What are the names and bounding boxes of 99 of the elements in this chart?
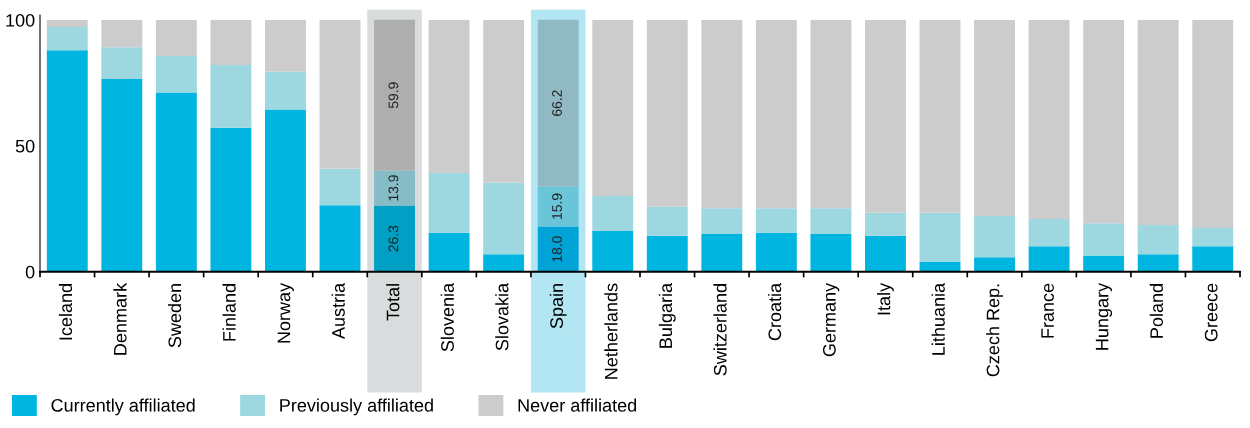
bar bbox=[974, 20, 1015, 216]
data-label: 59.9 bbox=[388, 82, 399, 109]
bar bbox=[810, 208, 852, 235]
x-tick-label: Hungary bbox=[1095, 282, 1113, 350]
bar bbox=[537, 19, 579, 187]
data-label: 26.3 bbox=[388, 225, 399, 252]
bar bbox=[919, 20, 961, 213]
bar bbox=[428, 173, 470, 233]
bar bbox=[210, 20, 252, 66]
legend-label: Currently affiliated bbox=[51, 398, 195, 416]
x-tick-label: Netherlands bbox=[604, 283, 618, 379]
legend-label: Previously affiliated bbox=[280, 398, 433, 416]
bar bbox=[46, 20, 88, 28]
bar bbox=[101, 47, 143, 79]
bar bbox=[537, 186, 579, 227]
x-tick-label: Spain bbox=[549, 284, 567, 329]
x-tick-label: Slovenia bbox=[440, 282, 454, 352]
bar bbox=[592, 230, 634, 272]
bar bbox=[1028, 20, 1070, 219]
bar bbox=[483, 20, 525, 183]
x-tick-label: Total bbox=[386, 284, 400, 321]
bar bbox=[1083, 20, 1125, 224]
bar bbox=[210, 65, 252, 128]
bar bbox=[592, 196, 634, 231]
bar bbox=[1192, 227, 1234, 247]
bar bbox=[537, 226, 579, 272]
bar bbox=[155, 56, 197, 93]
x-tick-label: France bbox=[1041, 283, 1054, 338]
bar bbox=[755, 20, 797, 209]
bar bbox=[919, 212, 961, 262]
data-label: 66.2 bbox=[552, 90, 562, 116]
x-tick-label: Denmark bbox=[113, 282, 127, 355]
data-label: 15.9 bbox=[552, 193, 562, 219]
bar bbox=[701, 234, 743, 272]
bar bbox=[755, 208, 797, 233]
x-tick-label: Austria bbox=[331, 282, 345, 340]
bar bbox=[974, 257, 1015, 272]
bar bbox=[810, 234, 852, 272]
bar bbox=[1028, 246, 1070, 272]
x-tick-label: Bulgaria bbox=[658, 282, 676, 348]
x-tick-label: Czech Rep. bbox=[986, 284, 1003, 377]
bar bbox=[210, 127, 252, 272]
bar bbox=[701, 20, 743, 209]
bar bbox=[646, 20, 688, 207]
bar bbox=[428, 232, 470, 272]
x-tick-label: Lithuania bbox=[931, 282, 945, 355]
bar bbox=[701, 208, 743, 235]
bar bbox=[428, 20, 470, 174]
bar bbox=[810, 20, 852, 209]
bar bbox=[646, 235, 688, 272]
legend-label: Never affiliated bbox=[518, 398, 637, 412]
bar bbox=[46, 50, 88, 272]
bar bbox=[865, 212, 906, 236]
bar bbox=[1192, 246, 1234, 272]
y-tick-label: 50 bbox=[15, 139, 35, 153]
x-tick-label: Switzerland bbox=[713, 284, 727, 376]
bar bbox=[865, 20, 906, 213]
bar bbox=[374, 19, 415, 171]
bar bbox=[265, 20, 306, 72]
bar bbox=[646, 206, 688, 236]
bar bbox=[155, 20, 197, 57]
data-label: 18.0 bbox=[552, 236, 562, 262]
bar bbox=[155, 92, 197, 272]
bar bbox=[1083, 255, 1125, 272]
bar bbox=[374, 170, 415, 206]
x-tick-label: Italy bbox=[877, 282, 894, 315]
x-tick-label: Finland bbox=[222, 284, 236, 341]
bar bbox=[1137, 254, 1179, 272]
bar bbox=[1083, 223, 1125, 256]
bar bbox=[483, 254, 525, 272]
x-tick-label: Poland bbox=[1149, 284, 1164, 338]
x-tick-label: Slovakia bbox=[495, 282, 509, 351]
bar bbox=[319, 20, 361, 169]
bar bbox=[319, 168, 361, 206]
x-tick-label: Croatia bbox=[767, 282, 782, 341]
bar bbox=[1192, 20, 1234, 228]
bar bbox=[483, 182, 525, 255]
x-tick-label: Sweden bbox=[167, 284, 182, 348]
bar bbox=[1137, 20, 1179, 225]
bar bbox=[101, 78, 143, 272]
bar bbox=[265, 109, 306, 272]
bar bbox=[592, 20, 634, 196]
bar bbox=[1028, 218, 1070, 247]
bar bbox=[46, 27, 88, 51]
y-tick-label: 100 bbox=[6, 13, 35, 27]
bar bbox=[265, 71, 306, 110]
x-tick-label: Iceland bbox=[58, 284, 73, 340]
x-tick-label: Greece bbox=[1204, 283, 1218, 342]
data-label: 13.9 bbox=[388, 175, 399, 201]
x-tick-label: Norway bbox=[277, 282, 294, 343]
x-tick-label: Germany bbox=[822, 282, 840, 357]
bar bbox=[374, 205, 415, 272]
bar bbox=[865, 235, 906, 272]
y-tick-label: 0 bbox=[25, 265, 35, 279]
bar bbox=[101, 20, 143, 48]
bar bbox=[319, 205, 361, 272]
bar bbox=[1137, 224, 1179, 255]
bar bbox=[974, 215, 1015, 258]
bar bbox=[755, 232, 797, 272]
